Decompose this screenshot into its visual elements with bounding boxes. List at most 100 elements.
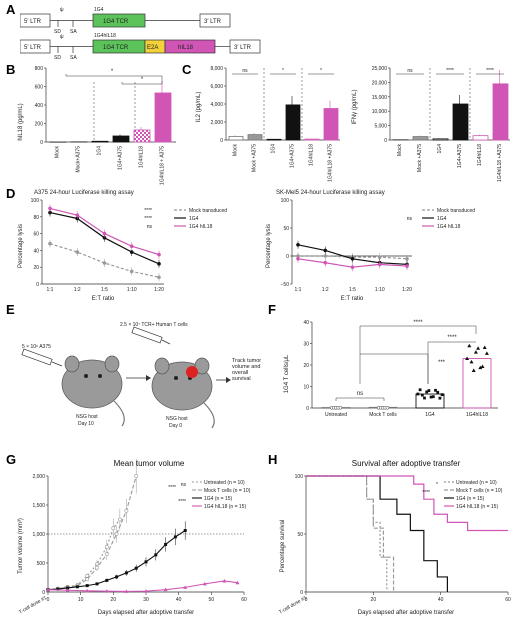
data-point [163,587,168,592]
x-tick-label: 1G4hIL18 [309,144,315,166]
sig-label: **** [446,68,454,74]
x-tick-label: Mock +A375 [417,144,423,172]
bar [133,129,151,143]
x-tick-label: 1G4hIL18 [466,412,488,418]
data-point [431,395,435,399]
e-cells2: 2.5 × 10⁷ TCR+ Human T cells [120,322,188,328]
x-tick-label: 1:2 [74,287,81,293]
x-tick-label: 1G4+A375 [457,144,463,168]
y-tick-label: 2,000 [210,120,223,126]
x-tick-label: Mock [55,146,61,158]
y-tick-label: 40 [303,320,309,326]
x-tick-label: Mock [397,144,403,156]
panel-c-il2-chart: IL2 (pg/mL) 0 2,000 4,000 6,000 8,000 Mock Mo… [196,66,340,182]
data-point [418,388,422,392]
data-point [377,262,382,267]
data-point [202,581,207,586]
bar [412,136,429,141]
data-point [75,250,80,254]
e-day1: Day 10 [78,421,94,427]
ltr5-label-2: 5′ LTR [24,45,42,51]
data-point [114,532,119,536]
x-tick-label: 40 [438,597,444,603]
data-point [471,368,476,372]
data-point [385,406,390,410]
y-tick-label: 40 [33,248,39,254]
x-tick-label: 60 [505,597,511,603]
construct-1-name: 1G4 [94,7,104,13]
bar [70,141,88,143]
x-tick-label: 1G4hIL18 [477,144,483,166]
x-tick-label: 0 [305,597,308,603]
data-point [323,248,328,253]
e-track: Track tumor volume and overall survival [232,358,262,382]
c-ifng-ylabel: IFNγ (pg/mL) [352,89,358,124]
x-tick-label: 1:20 [154,287,164,293]
series-line [47,475,137,591]
data-point [323,260,328,265]
data-point [124,508,129,513]
sig-label: * [282,68,284,74]
panel-h-chart: Survival after adoptive transfer Percent… [278,459,511,616]
legend-label: 1G4 [189,216,199,222]
data-point [95,582,99,586]
data-point [85,573,90,578]
f-sig-ns: ns [357,391,363,397]
data-point [154,553,158,557]
psi-label-2: ψ [60,34,64,40]
sig-label: ns [181,482,187,488]
panel-label-c: C [182,62,192,77]
data-point [157,275,161,280]
panel-e-schematic: 5 × 10⁶ A375 2.5 × 10⁷ TCR+ Human T cell… [21,322,262,429]
x-tick-label: 50 [209,597,215,603]
legend-label: 1G4 hIL18 (n = 15) [204,504,246,510]
sig-label: ns [407,68,413,74]
data-point [117,517,122,522]
data-point [476,346,481,350]
data-point [173,535,177,539]
syringe-2-icon [131,326,171,345]
panel-label-b: B [6,62,16,77]
data-point [484,351,489,355]
data-point [102,236,107,240]
data-point [85,588,90,593]
y-tick-label: 2,000 [32,474,45,480]
data-point [157,262,161,266]
x-tick-label: 1:20 [402,287,412,293]
panel-label-a: A [6,2,16,17]
data-point [111,526,116,531]
bar [154,92,172,143]
x-tick-label: 20 [111,597,117,603]
y-tick-label: 0 [286,254,289,260]
sig-label: * [320,68,322,74]
data-point [144,560,148,564]
e-cells1: 5 × 10⁶ A375 [22,344,51,350]
x-tick-label: 1:10 [375,287,385,293]
h-title: Survival after adoptive transfer [352,459,461,468]
data-point [429,395,433,399]
sd-label-2: SD [54,55,61,61]
y-tick-label: 800 [35,66,44,72]
y-tick-label: 200 [35,122,44,128]
sa-label: SA [70,29,77,35]
y-tick-label: 0 [306,406,309,412]
mouse-1-icon [61,355,125,427]
legend-label: 1G4 (n = 15) [456,496,485,502]
data-point [105,578,109,582]
f-sig-4b: **** [447,335,457,341]
data-point [427,389,431,392]
g-xlabel: Days elapsed after adoptive transfer [98,610,194,616]
g-ylabel: Tumor volume (mm³) [18,518,24,574]
legend-label: 1G4 (n = 15) [204,496,233,502]
psi-label: ψ [60,7,64,13]
sig-label: **** [486,68,494,74]
panel-label-g: G [6,452,17,467]
panel-d-a375-chart: A375 24-hour Luciferase killing assay Pe… [18,190,227,302]
data-point [129,269,134,274]
tcr-label-2: 1G4 TCR [103,45,129,51]
data-point [48,206,52,211]
tcr-label: 1G4 TCR [103,19,129,25]
e-day2: Day 0 [169,423,182,429]
data-point [65,588,70,592]
data-point [420,393,424,397]
